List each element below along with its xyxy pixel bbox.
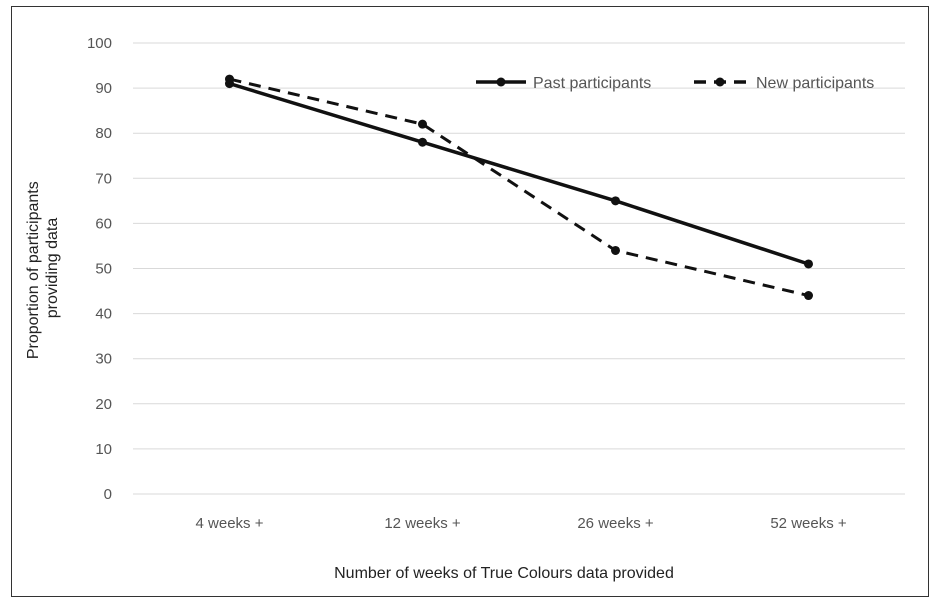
y-tick-label: 40 <box>95 306 112 323</box>
y-axis-title-line-1: Proportion of participants <box>25 181 42 359</box>
chart-frame <box>11 6 929 597</box>
series-2-point <box>804 291 813 301</box>
x-tick-label: 12 weeks + <box>384 515 461 532</box>
series-1-point <box>611 196 620 206</box>
legend-marker-2 <box>715 77 725 87</box>
x-axis-title: Number of weeks of True Colours data pro… <box>334 565 674 582</box>
y-tick-label: 80 <box>95 125 112 142</box>
legend-label-2: New participants <box>756 75 874 92</box>
series-2-point <box>418 119 427 129</box>
series-1-point <box>418 137 427 147</box>
legend: Past participants New participants <box>476 75 874 92</box>
series-lines <box>225 74 813 301</box>
y-tick-label: 70 <box>95 170 112 187</box>
y-tick-label: 100 <box>87 35 112 52</box>
series-line-1 <box>228 81 810 266</box>
y-tick-label: 90 <box>95 80 112 97</box>
y-axis-title-line-2: providing data <box>44 218 61 319</box>
x-axis-ticks: 4 weeks + 12 weeks + 26 weeks + 52 weeks + <box>196 515 847 532</box>
legend-label-1: Past participants <box>533 75 651 92</box>
legend-marker-1 <box>496 77 506 87</box>
series-1-point <box>804 259 813 269</box>
x-tick-label: 26 weeks + <box>577 515 654 532</box>
series-2-point <box>611 245 620 255</box>
y-axis-title: Proportion of participants providing dat… <box>25 177 61 359</box>
y-tick-label: 20 <box>95 396 112 413</box>
y-tick-label: 60 <box>95 215 112 232</box>
y-tick-label: 0 <box>104 486 112 503</box>
series-line-2 <box>229 77 809 298</box>
y-axis-ticks: 0 10 20 30 40 50 60 70 80 90 100 <box>87 35 112 503</box>
y-tick-label: 50 <box>95 261 112 278</box>
gridlines <box>133 42 905 495</box>
x-tick-label: 4 weeks + <box>196 515 264 532</box>
y-tick-label: 10 <box>95 441 112 458</box>
series-2-point <box>225 74 234 84</box>
y-tick-label: 30 <box>95 351 112 368</box>
x-tick-label: 52 weeks + <box>770 515 847 532</box>
